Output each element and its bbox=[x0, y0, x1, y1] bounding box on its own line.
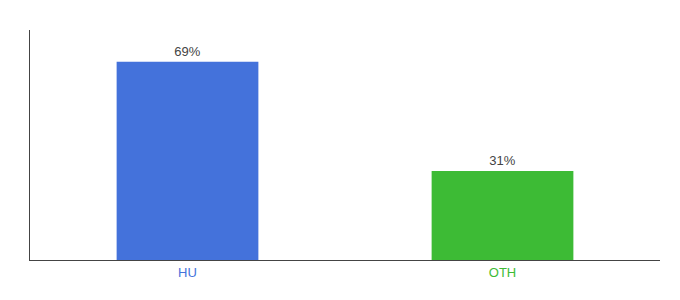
svg-text:OTH: OTH bbox=[489, 265, 516, 280]
svg-text:31%: 31% bbox=[489, 153, 515, 168]
svg-text:69%: 69% bbox=[174, 44, 200, 59]
svg-text:HU: HU bbox=[178, 265, 197, 280]
